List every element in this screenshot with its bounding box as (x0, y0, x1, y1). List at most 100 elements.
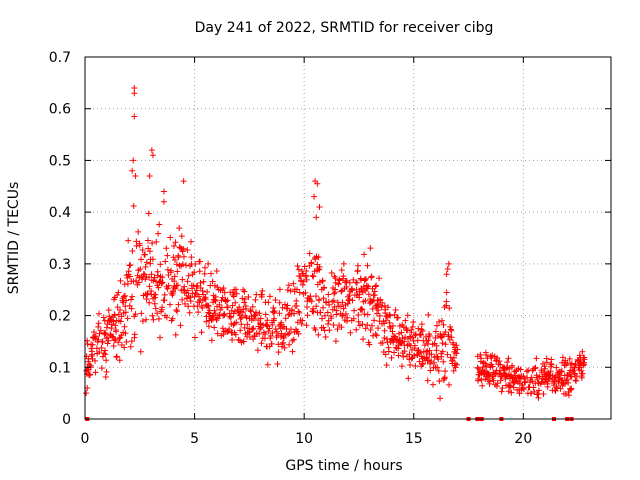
data-point (138, 256, 145, 263)
data-point (88, 345, 95, 352)
data-point (421, 342, 428, 349)
data-point (239, 309, 246, 316)
data-point (241, 324, 248, 331)
data-point (137, 266, 144, 273)
data-point (565, 379, 572, 386)
data-point (451, 354, 458, 361)
data-point (142, 251, 149, 258)
data-point (226, 326, 233, 333)
data-point (572, 377, 579, 384)
data-point (124, 315, 131, 322)
data-point (167, 234, 174, 241)
data-point (132, 172, 139, 179)
data-point (450, 341, 457, 348)
data-point (299, 281, 306, 288)
data-point (385, 304, 392, 311)
data-point (335, 281, 342, 288)
data-point (528, 390, 535, 397)
data-point (316, 263, 323, 270)
data-point (155, 315, 162, 322)
data-point (247, 307, 254, 314)
data-point (404, 327, 411, 334)
data-point (204, 302, 211, 309)
data-point (371, 292, 378, 299)
data-point (332, 286, 339, 293)
data-point (436, 378, 443, 385)
x-tick-label: 10 (295, 431, 313, 447)
data-point (205, 323, 212, 330)
y-tick-label: 0.2 (49, 309, 71, 325)
data-point (423, 348, 430, 355)
data-point (382, 317, 389, 324)
data-point (302, 273, 309, 280)
data-point (381, 302, 388, 309)
data-point (350, 276, 357, 283)
data-point (98, 344, 105, 351)
data-point (312, 293, 319, 300)
data-point (95, 323, 102, 330)
data-point (453, 342, 460, 349)
data-point (299, 317, 306, 324)
data-point (578, 367, 585, 374)
data-point (315, 254, 322, 261)
data-point (163, 314, 170, 321)
data-point (379, 339, 386, 346)
data-point (321, 284, 328, 291)
data-point (266, 325, 273, 332)
data-point (145, 274, 152, 281)
data-point (431, 359, 438, 366)
data-point (531, 365, 538, 372)
data-point (220, 331, 227, 338)
data-point (250, 325, 257, 332)
data-point (230, 321, 237, 328)
data-point (270, 304, 277, 311)
data-point (256, 330, 263, 337)
data-point (562, 380, 569, 387)
data-point (128, 305, 135, 312)
data-point (203, 318, 210, 325)
data-point (498, 388, 505, 395)
data-point (438, 353, 445, 360)
data-point (232, 331, 239, 338)
data-point (188, 254, 195, 261)
data-point (347, 329, 354, 336)
data-point (548, 356, 555, 363)
data-point (216, 311, 223, 318)
data-point (424, 377, 431, 384)
data-point (440, 358, 447, 365)
data-point (272, 297, 279, 304)
data-point (149, 240, 156, 247)
data-point (579, 370, 586, 377)
data-point (390, 339, 397, 346)
data-point (379, 299, 386, 306)
data-point (245, 294, 252, 301)
data-point (331, 303, 338, 310)
data-point (233, 319, 240, 326)
data-point (256, 310, 263, 317)
data-point (450, 367, 457, 374)
data-point (322, 333, 329, 340)
data-point (355, 262, 362, 269)
data-point (437, 395, 444, 402)
data-point (201, 270, 208, 277)
data-point (264, 361, 271, 368)
data-point (125, 268, 132, 275)
data-point (137, 348, 144, 355)
data-point (230, 293, 237, 300)
data-point (120, 293, 127, 300)
data-point (442, 341, 449, 348)
y-tick-label: 0.3 (49, 257, 71, 273)
data-point (359, 306, 366, 313)
data-point (517, 366, 524, 373)
data-point (332, 338, 339, 345)
data-point (369, 305, 376, 312)
data-point (453, 361, 460, 368)
data-point (96, 348, 103, 355)
data-point (563, 376, 570, 383)
data-point (95, 310, 102, 317)
data-point (334, 326, 341, 333)
data-point (531, 388, 538, 395)
data-point (553, 364, 560, 371)
y-tick-label: 0.6 (49, 102, 71, 118)
data-point (435, 367, 442, 374)
